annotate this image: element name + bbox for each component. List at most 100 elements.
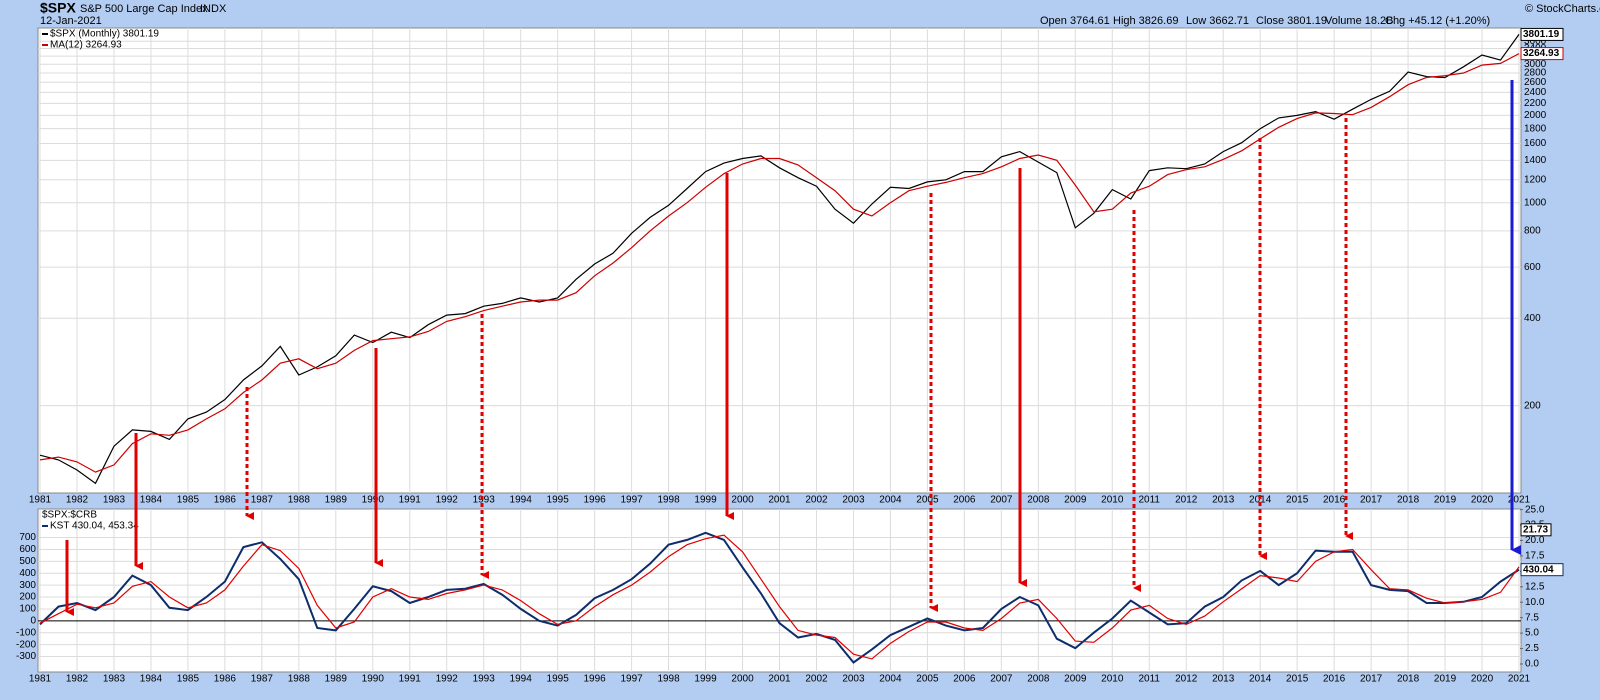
x-tick-label: 1997 bbox=[620, 674, 643, 685]
last-value-label: 3264.93 bbox=[1523, 48, 1560, 59]
x-tick-label: 2018 bbox=[1397, 495, 1420, 506]
x-tick-label: 2006 bbox=[953, 674, 976, 685]
y-tick-label: 2200 bbox=[1524, 98, 1547, 109]
x-tick-label: 2012 bbox=[1175, 674, 1198, 685]
y2-tick-label: 25.0 bbox=[1525, 504, 1545, 515]
x-tick-label: 2014 bbox=[1249, 674, 1272, 685]
x-tick-label: 2017 bbox=[1360, 495, 1383, 506]
legend-entry: $SPX (Monthly) 3801.19 bbox=[50, 29, 159, 40]
x-tick-label: 2002 bbox=[805, 495, 828, 506]
x-tick-label: 2020 bbox=[1471, 495, 1494, 506]
y2-tick-label: 7.5 bbox=[1525, 612, 1539, 623]
x-tick-label: 2017 bbox=[1360, 674, 1383, 685]
x-tick-label: 1999 bbox=[694, 495, 717, 506]
x-tick-label: 1988 bbox=[288, 674, 311, 685]
x-tick-label: 1992 bbox=[436, 495, 459, 506]
x-tick-label: 2015 bbox=[1286, 495, 1309, 506]
y-tick-label: 400 bbox=[19, 568, 36, 579]
x-tick-label: 2013 bbox=[1212, 674, 1235, 685]
series-line bbox=[39, 34, 1520, 485]
y-tick-label: -100 bbox=[16, 627, 36, 638]
x-tick-label: 1998 bbox=[657, 495, 680, 506]
y-tick-label: 600 bbox=[19, 544, 36, 555]
symbol: $SPX bbox=[40, 0, 76, 16]
x-tick-label: 1983 bbox=[103, 674, 126, 685]
x-tick-label: 1993 bbox=[473, 495, 496, 506]
x-tick-label: 2010 bbox=[1101, 495, 1124, 506]
x-tick-label: 2005 bbox=[916, 674, 939, 685]
x-tick-label: 2009 bbox=[1064, 495, 1087, 506]
last-value-label: 430.04 bbox=[1523, 564, 1554, 575]
x-tick-label: 1992 bbox=[436, 674, 459, 685]
credit: © StockCharts.com bbox=[1525, 3, 1600, 15]
x-tick-label: 2000 bbox=[731, 674, 754, 685]
x-tick-label: 2007 bbox=[990, 674, 1013, 685]
x-tick-label: 2018 bbox=[1397, 674, 1420, 685]
last-value-label: 3801.19 bbox=[1523, 29, 1560, 40]
x-tick-label: 1997 bbox=[620, 495, 643, 506]
x-tick-label: 2001 bbox=[768, 674, 791, 685]
x-tick-label: 1989 bbox=[325, 495, 348, 506]
y-tick-label: 700 bbox=[19, 532, 36, 543]
x-tick-label: 1982 bbox=[66, 674, 89, 685]
y-tick-label: 2800 bbox=[1524, 68, 1547, 79]
x-tick-label: 2013 bbox=[1212, 495, 1235, 506]
x-tick-label: 2016 bbox=[1323, 495, 1346, 506]
plot-layer: 1981 1982 1983 1984 1985 1986 1987 1988 1989 1990… bbox=[16, 27, 1564, 685]
y-tick-label: 1200 bbox=[1524, 174, 1547, 185]
legend-entry: MA(12) 3264.93 bbox=[50, 40, 122, 51]
y2-tick-label: 10.0 bbox=[1525, 597, 1545, 608]
x-tick-label: 1984 bbox=[140, 674, 163, 685]
x-tick-label: 2012 bbox=[1175, 495, 1198, 506]
y-tick-label: 200 bbox=[19, 592, 36, 603]
x-tick-label: 2003 bbox=[842, 674, 865, 685]
y-tick-label: 2400 bbox=[1524, 87, 1547, 98]
last-value-box bbox=[1520, 563, 1564, 577]
x-tick-label: 2006 bbox=[953, 495, 976, 506]
x-tick-label: 1987 bbox=[251, 674, 274, 685]
x-tick-label: 2014 bbox=[1249, 495, 1272, 506]
y-tick-label: -300 bbox=[16, 651, 36, 662]
x-tick-label: 2000 bbox=[731, 495, 754, 506]
legend-entry: KST 430.04, 453.34 bbox=[50, 521, 139, 532]
x-tick-label: 1990 bbox=[362, 495, 385, 506]
x-tick-label: 2016 bbox=[1323, 674, 1346, 685]
x-tick-label: 1988 bbox=[288, 495, 311, 506]
x-tick-label: 1982 bbox=[66, 495, 89, 506]
y2-tick-label: 12.5 bbox=[1525, 581, 1545, 592]
x-tick-label: 2019 bbox=[1434, 495, 1457, 506]
x-tick-label: 2001 bbox=[768, 495, 791, 506]
x-tick-label: 2002 bbox=[805, 674, 828, 685]
series-line bbox=[39, 534, 1520, 660]
index-name: S&P 500 Large Cap Index bbox=[80, 3, 208, 15]
y-tick-label: 400 bbox=[1524, 313, 1541, 324]
y-tick-label: 100 bbox=[19, 604, 36, 615]
x-tick-label: 2008 bbox=[1027, 674, 1050, 685]
x-tick-label: 1999 bbox=[694, 674, 717, 685]
x-tick-label: 1985 bbox=[177, 674, 200, 685]
panel-title: $SPX:$CRB bbox=[42, 510, 97, 521]
x-tick-label: 1989 bbox=[325, 674, 348, 685]
y-tick-label: 3600 bbox=[1524, 36, 1547, 47]
x-tick-label: 1983 bbox=[103, 495, 126, 506]
x-tick-label: 2004 bbox=[879, 495, 902, 506]
x-tick-label: 2009 bbox=[1064, 674, 1087, 685]
y-tick-label: 2600 bbox=[1524, 77, 1547, 88]
x-tick-label: 2020 bbox=[1471, 674, 1494, 685]
y-tick-label: 200 bbox=[1524, 400, 1541, 411]
x-tick-label: 1981 bbox=[29, 674, 52, 685]
x-tick-label: 2007 bbox=[990, 495, 1013, 506]
x-tick-label: 2021 bbox=[1508, 495, 1531, 506]
quote: Volume 18.2B bbox=[1325, 15, 1394, 27]
series-line bbox=[39, 53, 1520, 473]
quote: Close 3801.19 bbox=[1256, 15, 1327, 27]
x-tick-label: 1991 bbox=[399, 495, 422, 506]
y2-tick-label: 17.5 bbox=[1525, 551, 1545, 562]
y-tick-label: 300 bbox=[19, 580, 36, 591]
y-tick-label: 500 bbox=[19, 556, 36, 567]
x-tick-label: 1996 bbox=[584, 495, 607, 506]
y2-tick-label: 0.0 bbox=[1525, 659, 1539, 670]
date: 12-Jan-2021 bbox=[40, 15, 102, 27]
